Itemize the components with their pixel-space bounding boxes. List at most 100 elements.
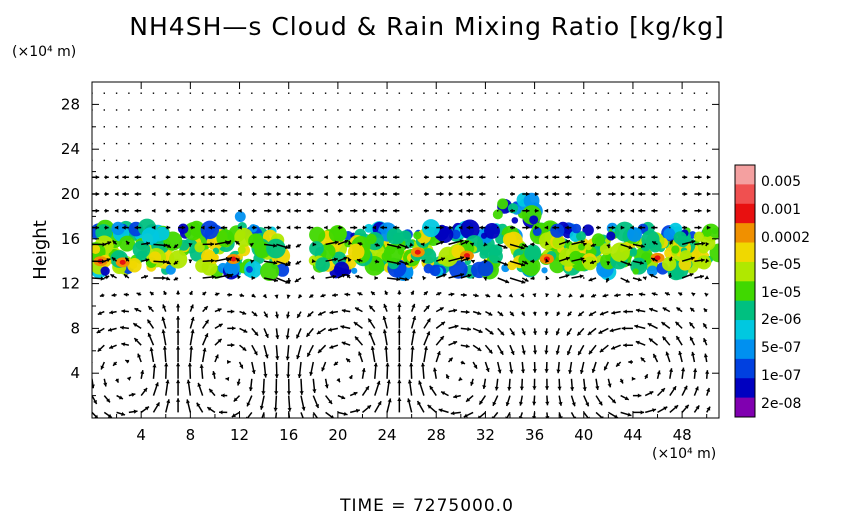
wind-vector-head bbox=[566, 331, 571, 336]
cloud-cell bbox=[92, 244, 101, 254]
wind-vector bbox=[460, 109, 462, 111]
wind-vector-head bbox=[123, 292, 128, 297]
wind-vector bbox=[324, 109, 327, 111]
wind-vector-head bbox=[275, 335, 280, 340]
wind-vector bbox=[246, 411, 253, 418]
wind-vector bbox=[472, 159, 474, 162]
wind-vector-head bbox=[544, 208, 549, 213]
cloud-cell bbox=[576, 231, 586, 242]
wind-vector bbox=[706, 92, 708, 94]
wind-vector-head bbox=[385, 362, 390, 367]
wind-vector-head bbox=[565, 225, 569, 230]
wind-vector-head bbox=[144, 406, 149, 411]
wind-vector-head bbox=[375, 259, 380, 264]
wind-vector-head bbox=[122, 191, 126, 197]
wind-vector-head bbox=[407, 398, 412, 403]
wind-vector bbox=[619, 142, 622, 145]
wind-vector bbox=[435, 126, 437, 128]
wind-vector-head bbox=[566, 239, 571, 244]
cloud-cell bbox=[100, 266, 110, 276]
wind-vector bbox=[583, 126, 585, 128]
wind-vector-head bbox=[273, 421, 277, 425]
wind-vector bbox=[300, 92, 302, 94]
x-tick-label: 40 bbox=[574, 426, 593, 444]
y-tick-label: 16 bbox=[61, 230, 80, 248]
wind-vector-head bbox=[446, 374, 450, 379]
wind-vector-head bbox=[421, 259, 426, 264]
wind-vector-head bbox=[162, 304, 167, 309]
wind-vector-head bbox=[523, 260, 529, 265]
wind-vector-head bbox=[118, 395, 123, 400]
wind-vector-head bbox=[649, 338, 654, 343]
wind-vector-head bbox=[477, 415, 482, 418]
wind-vector bbox=[519, 412, 524, 418]
colorbar-label: 5e-07 bbox=[761, 340, 801, 356]
wind-vector-head bbox=[263, 313, 268, 318]
wind-vector bbox=[349, 92, 351, 94]
wind-vector-head bbox=[340, 324, 345, 330]
wind-vector-head bbox=[143, 274, 148, 279]
wind-vector-head bbox=[601, 415, 604, 418]
wind-vector bbox=[472, 142, 474, 145]
wind-vector-head bbox=[294, 278, 299, 283]
wind-vector-head bbox=[526, 225, 530, 230]
wind-vector-head bbox=[175, 315, 181, 320]
wind-vector-head bbox=[465, 309, 470, 315]
wind-vector bbox=[509, 126, 511, 128]
cloud-cell bbox=[552, 236, 565, 249]
wind-vector bbox=[583, 176, 585, 178]
wind-vector-head bbox=[154, 382, 159, 387]
wind-vector-head bbox=[488, 349, 493, 354]
wind-vector-head bbox=[173, 276, 178, 281]
wind-vector-head bbox=[661, 322, 666, 326]
wind-vector-head bbox=[297, 313, 301, 318]
wind-vector-head bbox=[701, 241, 706, 246]
wind-vector-head bbox=[377, 401, 382, 406]
colorbar-label: 1e-05 bbox=[761, 285, 801, 301]
wind-vector bbox=[521, 109, 523, 111]
wind-vector-head bbox=[597, 175, 602, 180]
wind-vector-head bbox=[249, 243, 254, 247]
wind-vector-head bbox=[625, 278, 630, 283]
wind-vector-head bbox=[544, 350, 549, 355]
wind-vector-head bbox=[432, 367, 438, 372]
x-tick-label: 32 bbox=[476, 426, 495, 444]
wind-vector-head bbox=[107, 413, 112, 418]
wind-vector bbox=[263, 142, 265, 145]
wind-vector-head bbox=[296, 355, 301, 360]
wind-vector-head bbox=[404, 244, 409, 249]
cloud-cell bbox=[700, 235, 716, 251]
wind-vector-head bbox=[274, 391, 279, 395]
wind-vector bbox=[693, 92, 696, 94]
wind-vector-head bbox=[492, 401, 497, 406]
wind-vector-head bbox=[219, 410, 223, 415]
wind-vector-head bbox=[611, 225, 616, 230]
wind-vector-head bbox=[642, 276, 647, 281]
wind-vector bbox=[423, 92, 425, 94]
wind-vector-head bbox=[535, 225, 539, 230]
wind-vector-head bbox=[411, 303, 416, 308]
wind-vector bbox=[656, 126, 659, 128]
wind-vector bbox=[324, 92, 327, 94]
wind-vector-head bbox=[695, 405, 700, 410]
wind-vector bbox=[263, 159, 265, 162]
wind-vector-head bbox=[525, 175, 530, 180]
wind-vector-head bbox=[689, 272, 694, 277]
wind-vector-head bbox=[137, 353, 142, 358]
wind-vector bbox=[497, 109, 499, 111]
wind-vector-head bbox=[151, 191, 156, 197]
colorbar-label: 0.001 bbox=[761, 202, 801, 218]
wind-vector-head bbox=[101, 259, 106, 264]
wind-vector-head bbox=[204, 319, 209, 324]
wind-vector bbox=[681, 126, 683, 128]
wind-vector-head bbox=[346, 274, 351, 279]
wind-vector-head bbox=[510, 331, 515, 336]
wind-vector-head bbox=[239, 364, 244, 369]
wind-vector-head bbox=[355, 336, 359, 341]
wind-vector-head bbox=[637, 393, 642, 398]
wind-vector-head bbox=[524, 277, 529, 282]
wind-vector-head bbox=[86, 330, 90, 334]
wind-vector-head bbox=[348, 240, 353, 245]
wind-vector bbox=[693, 126, 696, 128]
wind-vector-head bbox=[706, 191, 711, 197]
